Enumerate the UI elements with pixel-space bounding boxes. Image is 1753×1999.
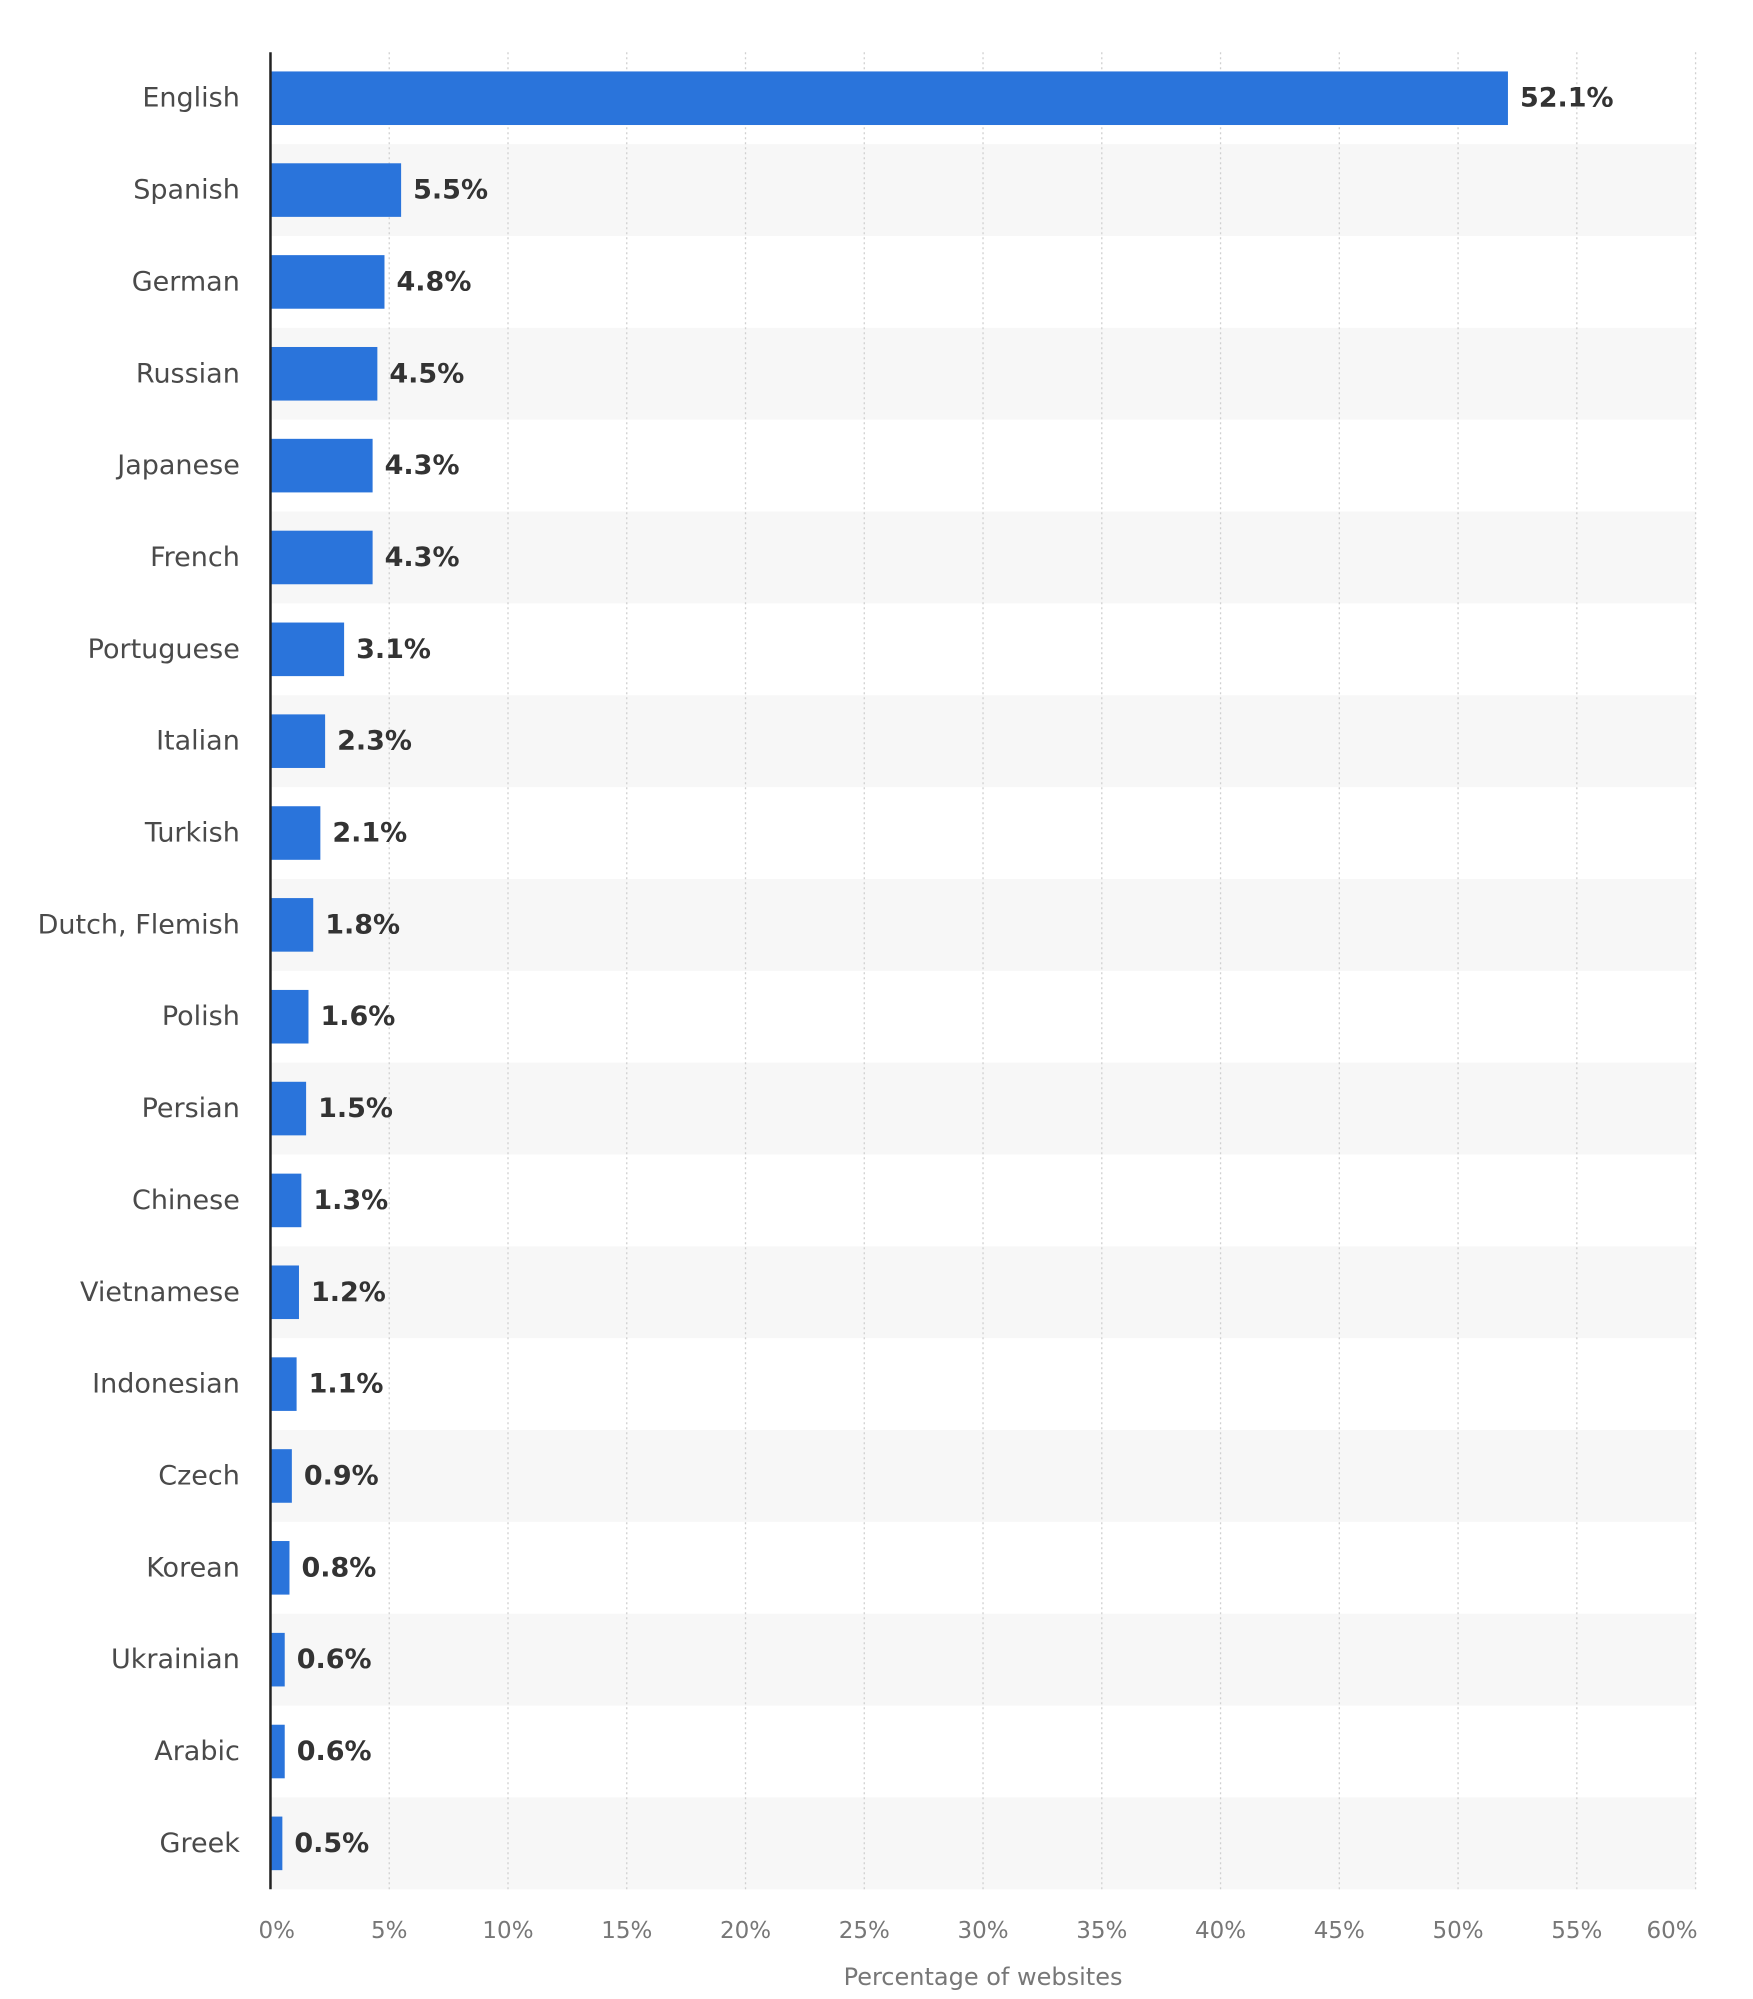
bar <box>270 806 321 860</box>
value-label: 0.6% <box>297 1644 372 1675</box>
bar <box>270 1357 297 1411</box>
category-label: French <box>150 542 240 573</box>
row-stripe <box>270 1430 1696 1522</box>
x-tick-label: 10% <box>482 1918 533 1944</box>
value-label: 0.5% <box>294 1828 369 1859</box>
grid-lines <box>388 52 1697 1890</box>
bar <box>270 1816 283 1871</box>
bar <box>270 163 402 217</box>
x-tick-label: 15% <box>601 1918 652 1944</box>
category-label: Ukrainian <box>111 1644 240 1675</box>
value-label: 1.1% <box>309 1369 384 1400</box>
bar <box>270 622 345 677</box>
category-label: Spanish <box>133 175 240 206</box>
bar <box>270 1632 285 1687</box>
value-label: 4.8% <box>396 266 471 297</box>
x-tick-label: 40% <box>1195 1918 1246 1944</box>
category-label: Indonesian <box>92 1369 240 1400</box>
category-label: Chinese <box>132 1185 240 1216</box>
bar <box>270 438 373 493</box>
category-label: Polish <box>162 1001 240 1032</box>
category-label: German <box>132 266 240 297</box>
value-label: 52.1% <box>1520 83 1614 114</box>
x-tick-label: 30% <box>957 1918 1008 1944</box>
category-label: English <box>142 83 240 114</box>
x-tick-label: 50% <box>1433 1918 1484 1944</box>
value-label: 0.6% <box>297 1736 372 1767</box>
category-label: Persian <box>142 1093 240 1124</box>
value-label: 2.3% <box>337 726 412 757</box>
bar <box>270 1173 302 1228</box>
value-label: 5.5% <box>413 175 488 206</box>
x-axis-title: Percentage of websites <box>844 1963 1123 1991</box>
bar <box>270 1081 307 1136</box>
value-labels: 52.1% 5.5% 4.8% 4.5% 4.3% 4.3% 3.1% 2.3% 2.1% 1.8… <box>294 83 1613 1859</box>
bar <box>270 1265 299 1320</box>
value-label: 1.8% <box>325 909 400 940</box>
category-label: Japanese <box>115 450 240 481</box>
bar <box>270 346 378 401</box>
value-label: 4.3% <box>385 542 460 573</box>
bar <box>270 714 326 768</box>
value-label: 4.3% <box>385 450 460 481</box>
value-label: 1.5% <box>318 1093 393 1124</box>
x-tick-label: 25% <box>839 1918 890 1944</box>
category-label: Arabic <box>154 1736 240 1767</box>
bar <box>270 530 373 585</box>
category-label: Turkish <box>144 818 240 849</box>
bars <box>270 71 1508 1871</box>
bar <box>270 989 309 1044</box>
bar <box>270 1724 285 1779</box>
bar <box>270 255 385 309</box>
x-tick-labels: 0% 5% 10% 15% 20% 25% 30% 35% 40% 45% 50% 55% 60% <box>258 1918 1697 1944</box>
value-label: 3.1% <box>356 634 431 665</box>
category-label: Greek <box>160 1828 241 1859</box>
value-label: 1.2% <box>311 1277 386 1308</box>
bar <box>270 1449 292 1503</box>
value-label: 2.1% <box>332 818 407 849</box>
x-tick-label: 45% <box>1314 1918 1365 1944</box>
x-tick-label: 0% <box>258 1918 295 1944</box>
x-tick-label: 55% <box>1551 1918 1602 1944</box>
row-stripe <box>270 695 1696 788</box>
category-labels: English Spanish German Russian Japanese Frenc… <box>38 83 241 1859</box>
category-label: Czech <box>158 1460 240 1491</box>
row-stripe <box>270 1246 1696 1339</box>
bar <box>270 898 314 952</box>
value-label: 4.5% <box>389 358 464 389</box>
bar <box>270 1541 290 1595</box>
category-label: Italian <box>156 726 240 757</box>
value-label: 0.8% <box>301 1552 376 1583</box>
category-label: Dutch, Flemish <box>38 909 240 940</box>
value-label: 1.6% <box>320 1001 395 1032</box>
category-label: Korean <box>146 1552 240 1583</box>
x-tick-label: 5% <box>371 1918 408 1944</box>
category-label: Portuguese <box>88 634 240 665</box>
x-tick-label: 60% <box>1646 1918 1697 1944</box>
value-label: 1.3% <box>313 1185 388 1216</box>
x-tick-label: 20% <box>720 1918 771 1944</box>
category-label: Russian <box>136 358 240 389</box>
x-tick-label: 35% <box>1076 1918 1127 1944</box>
row-stripe <box>270 144 1696 237</box>
bar <box>270 71 1508 126</box>
category-label: Vietnamese <box>80 1277 240 1308</box>
value-label: 0.9% <box>304 1460 379 1491</box>
